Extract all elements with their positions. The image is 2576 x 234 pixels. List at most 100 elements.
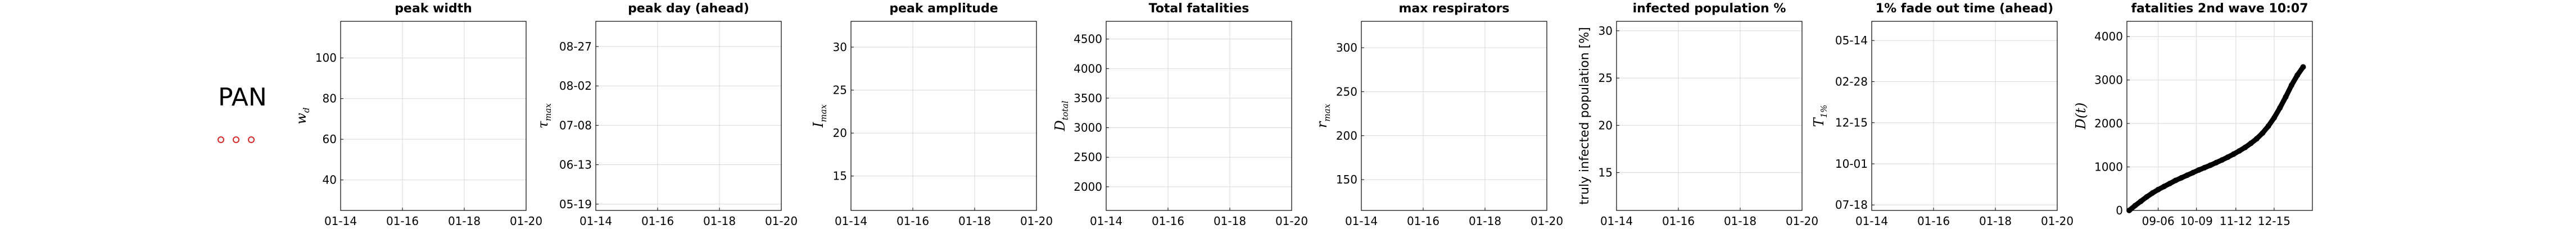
axes-frame (340, 21, 527, 211)
chart-title: infected population % (1633, 2, 1786, 16)
data-point (2248, 140, 2254, 146)
y-axis-label: D(t) (2073, 103, 2089, 130)
data-point (2294, 72, 2301, 79)
y-tick-label: 30 (1599, 24, 1613, 38)
x-tick-label: 01-14 (1090, 214, 1122, 228)
data-point (2167, 180, 2173, 186)
x-tick-label: 01-20 (765, 214, 798, 228)
data-point (2178, 175, 2184, 181)
data-point (2254, 136, 2260, 142)
x-tick-label: 01-16 (1917, 214, 1950, 228)
data-point (2195, 167, 2202, 173)
y-tick-label: 250 (1336, 85, 1357, 98)
y-tick-label: 10-01 (1835, 157, 1868, 171)
data-point (2225, 154, 2231, 160)
y-tick-label: 12-15 (1835, 116, 1868, 130)
x-tick-label: 01-20 (1531, 214, 1563, 228)
data-point (2242, 144, 2248, 150)
y-tick-label: 150 (1336, 173, 1357, 186)
y-tick-label: 15 (833, 169, 847, 183)
y-tick-label: 06-13 (559, 158, 592, 172)
x-tick-label: 01-16 (641, 214, 674, 228)
data-point (2190, 169, 2196, 176)
chart-panel: peak width 01-14 01-16 01-18 01-20 40 60 80 100 w… (293, 2, 542, 228)
x-tick-label: 01-18 (448, 214, 481, 228)
data-point (2260, 130, 2266, 136)
data-point (2138, 198, 2144, 204)
chart-panel: infected population % 01-14 01-16 01-18 01-2… (1578, 2, 1818, 228)
y-tick-label: 05-19 (559, 198, 592, 211)
data-point (2213, 159, 2219, 166)
y-axis-label: Imax (811, 104, 829, 128)
y-axis-label: T1% (1811, 105, 1829, 127)
chart-panel: max respirators 01-14 01-16 01-18 01-20 150 20… (1314, 2, 1563, 228)
y-axis-label: truly infected population [%] (1578, 27, 1592, 204)
y-axis-label: τmax (535, 103, 553, 129)
axes-frame (1106, 21, 1292, 211)
data-point (2149, 190, 2156, 196)
y-tick-label: 40 (323, 173, 337, 187)
y-tick-label: 2500 (1074, 150, 1102, 164)
data-point (2207, 162, 2213, 168)
chart-panel: peak day (ahead) 01-14 01-16 01-18 01-20 05-1… (535, 2, 798, 228)
y-tick-label: 60 (323, 132, 337, 146)
y-tick-label: 25 (833, 84, 847, 97)
data-point (2219, 157, 2225, 163)
data-point (2288, 82, 2294, 88)
y-tick-label: 2000 (2094, 117, 2123, 130)
x-tick-label: 01-16 (1407, 214, 1439, 228)
x-tick-label: 10-09 (2180, 214, 2213, 228)
x-tick-label: 09-06 (2142, 214, 2175, 228)
axes-frame (2126, 21, 2313, 211)
y-axis-label: Dtotal (1052, 100, 1070, 131)
y-tick-label: 25 (1599, 71, 1613, 85)
y-tick-label: 3000 (2094, 74, 2123, 87)
data-point (2144, 194, 2150, 200)
x-tick-label: 01-14 (835, 214, 867, 228)
panels: peak width 01-14 01-16 01-18 01-20 40 60 80 100 w… (293, 2, 2313, 228)
y-tick-label: 3500 (1074, 91, 1102, 105)
axes-frame (1871, 21, 2058, 211)
y-tick-label: 08-02 (559, 79, 592, 93)
chart-title: Total fatalities (1149, 2, 1249, 16)
x-tick-label: 01-18 (1979, 214, 2012, 228)
y-tick-label: 15 (1599, 166, 1613, 180)
y-tick-label: 1000 (2094, 160, 2123, 174)
y-tick-label: 07-18 (1835, 198, 1868, 212)
y-tick-label: 02-28 (1835, 75, 1868, 88)
x-tick-label: 01-18 (1724, 214, 1756, 228)
x-tick-label: 01-20 (510, 214, 542, 228)
chart-title: 1% fade out time (ahead) (1876, 2, 2053, 16)
x-tick-label: 01-18 (1214, 214, 1246, 228)
y-axis-label: rmax (1314, 103, 1332, 128)
data-point (2126, 208, 2133, 213)
x-tick-label: 01-14 (1345, 214, 1378, 228)
y-tick-label: 4000 (1074, 62, 1102, 75)
x-tick-label: 01-16 (386, 214, 419, 228)
y-tick-label: 300 (1336, 41, 1357, 54)
x-tick-label: 12-15 (2258, 214, 2290, 228)
y-tick-label: 20 (833, 126, 847, 140)
x-tick-label: 01-14 (1855, 214, 1888, 228)
data-point (2283, 94, 2289, 100)
x-tick-label: 01-14 (1600, 214, 1633, 228)
chart-title: max respirators (1398, 2, 1509, 16)
legend-marker (218, 136, 224, 143)
data-point (2184, 172, 2190, 178)
chart-panel: Total fatalities 01-14 01-16 01-18 01-20 2000… (1052, 2, 1308, 228)
y-tick-label: 30 (833, 40, 847, 54)
y-tick-label: 4000 (2094, 30, 2123, 43)
y-tick-label: 100 (315, 51, 337, 65)
y-tick-label: 3000 (1074, 121, 1102, 135)
y-tick-label: 200 (1336, 129, 1357, 143)
series-line (2126, 64, 2306, 213)
legend-marker (248, 136, 255, 143)
x-tick-label: 01-20 (2041, 214, 2074, 228)
x-tick-label: 01-20 (1275, 214, 1308, 228)
axes-frame (595, 21, 782, 211)
data-point (2265, 123, 2271, 129)
data-point (2230, 151, 2237, 157)
data-point (2237, 148, 2243, 154)
x-tick-label: 01-16 (1152, 214, 1184, 228)
